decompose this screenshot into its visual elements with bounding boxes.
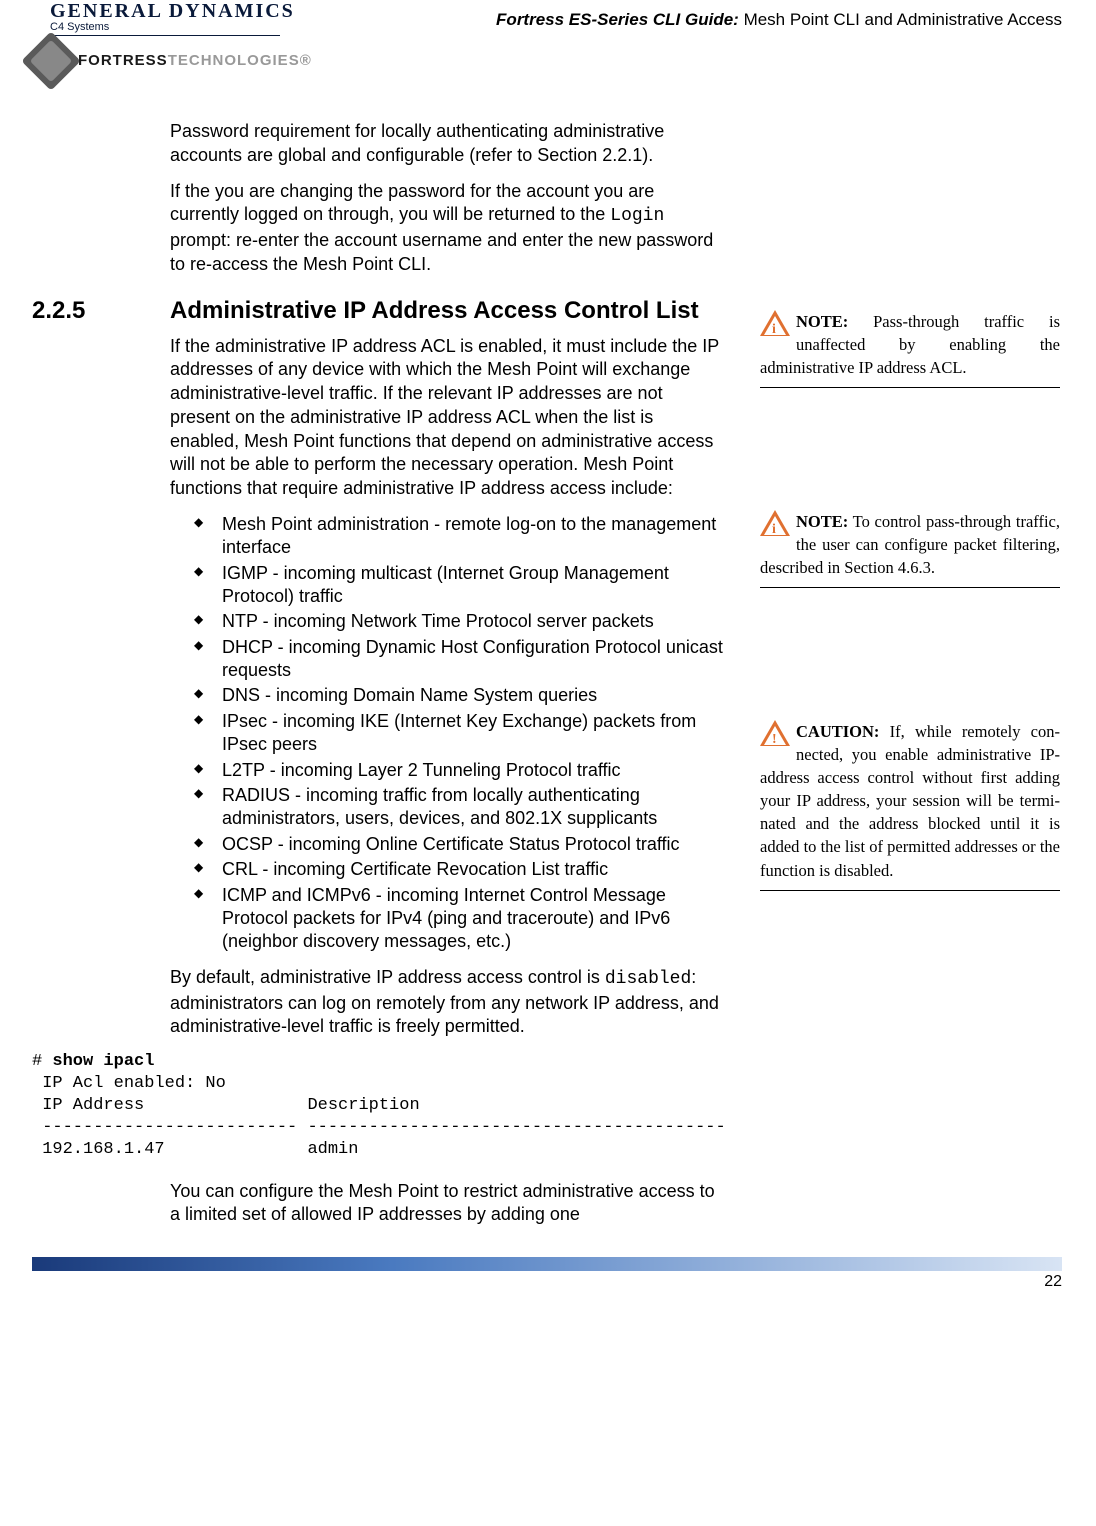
intro-p2-code: Login bbox=[610, 206, 664, 226]
logo-ft-dark: FORTRESS bbox=[78, 52, 168, 69]
page: GENERAL DYNAMICS C4 Systems FORTRESSTECH… bbox=[0, 0, 1096, 1297]
footer-bar bbox=[32, 1257, 1062, 1271]
note-3-label: CAUTION: bbox=[796, 722, 879, 741]
list-item: DHCP - incoming Dynamic Host Configurati… bbox=[194, 636, 725, 683]
list-item: IGMP - incoming multicast (Internet Grou… bbox=[194, 562, 725, 609]
code-block: # show ipacl IP Acl enabled: No IP Addre… bbox=[32, 1051, 1096, 1161]
section-title: Administrative IP Address Access Control… bbox=[170, 297, 699, 325]
list-item: NTP - incoming Network Time Protocol ser… bbox=[194, 610, 725, 633]
list-item: CRL - incoming Certificate Revocation Li… bbox=[194, 858, 725, 881]
page-header: GENERAL DYNAMICS C4 Systems FORTRESSTECH… bbox=[0, 0, 1096, 100]
code-l3: ------------------------- --------------… bbox=[32, 1118, 726, 1137]
section-number: 2.2.5 bbox=[0, 297, 170, 325]
page-number: 22 bbox=[1044, 1273, 1062, 1291]
list-item: IPsec - incoming IKE (Internet Key Excha… bbox=[194, 710, 725, 757]
info-icon: i bbox=[760, 510, 792, 538]
list-item: OCSP - incoming Online Certificate Statu… bbox=[194, 833, 725, 856]
header-title-rest: Mesh Point CLI and Administrative Access bbox=[739, 10, 1062, 29]
caution-icon: ! bbox=[760, 720, 792, 748]
content-area: Password requirement for locally authent… bbox=[0, 100, 1096, 1227]
trailing-para: You can configure the Mesh Point to rest… bbox=[170, 1180, 725, 1228]
code-l4: 192.168.1.47 admin bbox=[32, 1140, 358, 1159]
logo-ft-light: TECHNOLOGIES bbox=[168, 52, 300, 69]
list-item: Mesh Point administration - remote log-o… bbox=[194, 513, 725, 560]
logo-gd-text: GENERAL DYNAMICS bbox=[50, 0, 295, 23]
intro-para-2: If the you are changing the password for… bbox=[170, 180, 725, 277]
list-item: DNS - incoming Domain Name System querie… bbox=[194, 684, 725, 707]
code-prompt: # bbox=[32, 1052, 52, 1071]
logo-fortress: FORTRESSTECHNOLOGIES® bbox=[78, 52, 312, 69]
fortress-icon bbox=[21, 31, 80, 90]
code-l1: IP Acl enabled: No bbox=[32, 1074, 226, 1093]
note-1-box: i NOTE: Pass-through traffic is unaffect… bbox=[760, 310, 1060, 388]
bullet-list: Mesh Point administration - remote log-o… bbox=[194, 513, 725, 954]
note-2-box: i NOTE: To control pass-through traf­fic… bbox=[760, 510, 1060, 588]
logo-gd-rule bbox=[50, 35, 280, 36]
main-column: Password requirement for locally authent… bbox=[170, 100, 725, 277]
section-para-1: If the administrative IP address ACL is … bbox=[170, 335, 725, 501]
header-title-bold: Fortress ES-Series CLI Guide: bbox=[496, 10, 739, 29]
logo-ft-reg: ® bbox=[300, 52, 312, 69]
intro-p2-b: prompt: re-enter the account username an… bbox=[170, 230, 713, 274]
intro-para-1: Password requirement for locally authent… bbox=[170, 120, 725, 168]
code-command: show ipacl bbox=[52, 1052, 154, 1071]
intro-p2-a: If the you are changing the password for… bbox=[170, 181, 654, 225]
section-para-2: By default, administrative IP address ac… bbox=[170, 966, 725, 1039]
note-3-box: ! CAUTION: If, while remotely con­nected… bbox=[760, 720, 1060, 891]
logo-general-dynamics: GENERAL DYNAMICS C4 Systems bbox=[50, 0, 295, 36]
note-3: ! CAUTION: If, while remotely con­nected… bbox=[760, 720, 1060, 891]
footer: 22 bbox=[0, 1257, 1096, 1297]
sp2-code: disabled bbox=[605, 969, 691, 989]
list-item: L2TP - incoming Layer 2 Tunneling Protoc… bbox=[194, 759, 725, 782]
note-3-text: If, while remotely con­nected, you enabl… bbox=[760, 722, 1060, 880]
note-1-label: NOTE: bbox=[796, 312, 848, 331]
sp2-a: By default, administrative IP address ac… bbox=[170, 967, 605, 987]
note-2-label: NOTE: bbox=[796, 512, 848, 531]
note-1: i NOTE: Pass-through traffic is unaffect… bbox=[760, 310, 1060, 388]
running-header: Fortress ES-Series CLI Guide: Mesh Point… bbox=[496, 10, 1062, 30]
code-l2: IP Address Description bbox=[32, 1096, 420, 1115]
info-icon: i bbox=[760, 310, 792, 338]
section-body: If the administrative IP address ACL is … bbox=[170, 335, 725, 1040]
trailing: You can configure the Mesh Point to rest… bbox=[170, 1180, 725, 1228]
list-item: RADIUS - incoming traffic from locally a… bbox=[194, 784, 725, 831]
note-2: i NOTE: To control pass-through traf­fic… bbox=[760, 510, 1060, 588]
list-item: ICMP and ICMPv6 - incoming Internet Cont… bbox=[194, 884, 725, 954]
